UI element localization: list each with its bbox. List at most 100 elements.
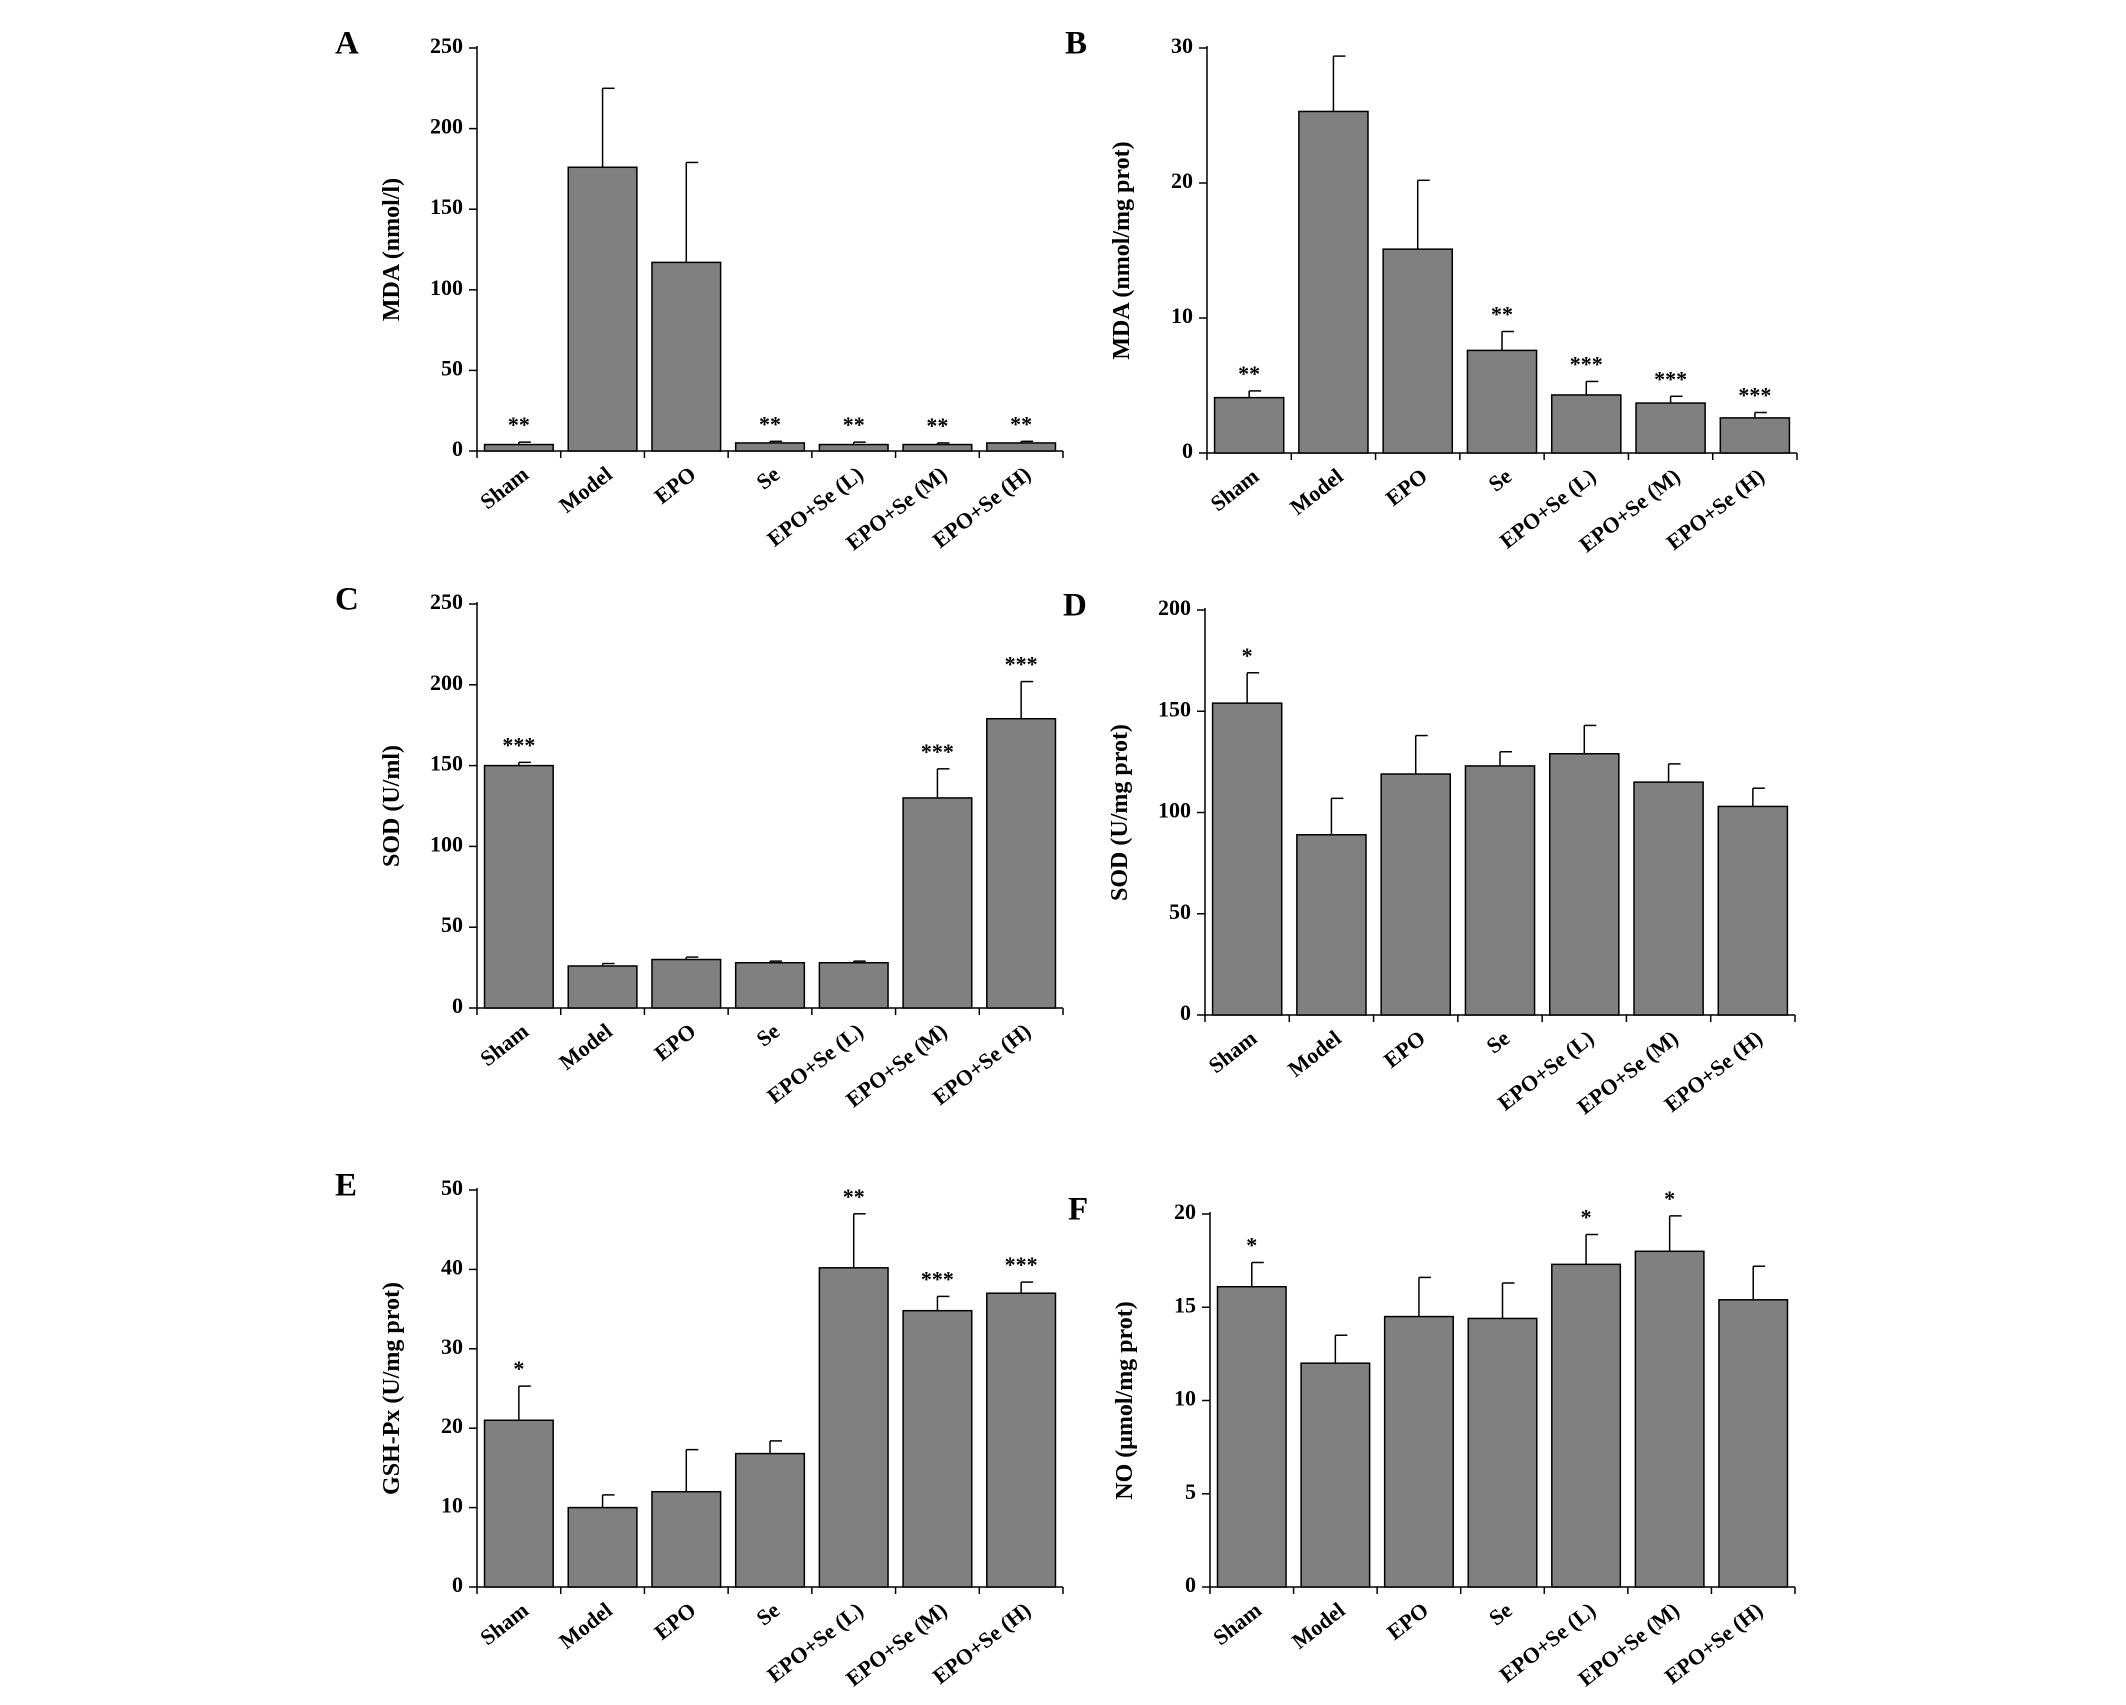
y-tick-label: 5 [1185, 1479, 1196, 1504]
y-axis-label: MDA (nmol/l) [379, 178, 405, 321]
x-tick-label: EPO [1382, 1597, 1433, 1645]
x-tick-label: Model [1283, 1025, 1346, 1082]
y-tick-label: 15 [1174, 1292, 1196, 1317]
significance: * [1581, 1205, 1592, 1230]
x-tick-label: EPO [1379, 1025, 1430, 1073]
x-tick-label: Model [1287, 1597, 1350, 1654]
bar [1466, 349, 1538, 454]
bar [651, 261, 722, 452]
x-tick-label: Model [554, 1597, 617, 1654]
significance: *** [921, 1266, 954, 1291]
y-tick-label: 100 [1158, 798, 1191, 823]
y-tick-label: 50 [1169, 899, 1191, 924]
bar [483, 1419, 554, 1588]
y-axis-label: GSH-Px (U/mg prot) [379, 1282, 405, 1495]
y-tick-label: 50 [441, 1175, 463, 1200]
significance: ** [1238, 361, 1260, 386]
bar [1719, 417, 1791, 454]
y-tick-label: 150 [1158, 696, 1191, 721]
significance: * [1664, 1186, 1675, 1211]
y-tick-label: 250 [430, 33, 463, 58]
bar [1298, 110, 1369, 454]
x-tick-label: EPO [649, 1018, 700, 1066]
bar [986, 442, 1057, 452]
bar [1300, 1362, 1371, 1588]
x-tick-label: Se [751, 1018, 784, 1051]
x-tick-label: Sham [475, 1597, 533, 1650]
panel-label: E [335, 1168, 357, 1204]
y-tick-label: 0 [1182, 438, 1193, 463]
y-tick-label: 10 [1171, 303, 1193, 328]
bar [1635, 402, 1706, 454]
bar [734, 1452, 806, 1588]
bar [1634, 1250, 1705, 1588]
x-tick-label: Model [1285, 463, 1348, 520]
bar [1216, 1285, 1287, 1588]
x-tick-label: Model [554, 461, 617, 518]
y-tick-label: 30 [1171, 33, 1193, 58]
y-tick-label: 200 [430, 670, 463, 695]
bar [818, 443, 889, 452]
x-tick-label: Sham [1204, 1025, 1262, 1078]
y-tick-label: 200 [1158, 595, 1191, 620]
bar [1550, 394, 1622, 454]
bar [818, 962, 889, 1009]
x-tick-label: EPO [649, 461, 700, 509]
significance: * [1246, 1232, 1257, 1257]
x-tick-label: Se [1481, 1025, 1514, 1058]
panel-label: B [1065, 26, 1087, 62]
bar [483, 764, 554, 1009]
y-tick-label: 100 [430, 275, 463, 300]
y-tick-label: 30 [441, 1334, 463, 1359]
significance: * [1242, 643, 1253, 668]
y-tick-label: 20 [1171, 168, 1193, 193]
y-tick-label: 50 [441, 355, 463, 380]
panel-label: C [335, 582, 359, 618]
bar [902, 1309, 973, 1588]
y-tick-label: 10 [1174, 1386, 1196, 1411]
y-tick-label: 150 [430, 194, 463, 219]
significance: *** [1654, 366, 1687, 391]
bar [1382, 248, 1454, 454]
y-tick-label: 0 [1185, 1572, 1196, 1597]
y-tick-label: 200 [430, 114, 463, 139]
x-tick-label: Sham [475, 461, 533, 514]
bar [483, 443, 554, 452]
y-tick-label: 0 [452, 1572, 463, 1597]
bar [1213, 396, 1285, 454]
bar [902, 797, 973, 1009]
significance: *** [1005, 1252, 1038, 1277]
significance: *** [502, 732, 535, 757]
bar [567, 1506, 638, 1588]
bar [567, 965, 638, 1009]
y-tick-label: 150 [430, 751, 463, 776]
y-tick-label: 50 [441, 912, 463, 937]
y-tick-label: 0 [452, 993, 463, 1018]
y-tick-label: 20 [1174, 1199, 1196, 1224]
bar [651, 1490, 722, 1588]
bar [902, 443, 973, 452]
y-tick-label: 100 [430, 831, 463, 856]
x-tick-label: Se [1483, 463, 1516, 496]
bar [1548, 753, 1620, 1016]
y-tick-label: 0 [1180, 1000, 1191, 1025]
x-tick-label: Se [751, 1597, 784, 1630]
bar [734, 962, 806, 1009]
y-tick-label: 10 [441, 1493, 463, 1518]
significance: *** [1738, 383, 1771, 408]
y-axis-label: NO (μmol/mg prot) [1112, 1301, 1138, 1499]
bar [1551, 1263, 1622, 1588]
x-tick-label: Model [554, 1018, 617, 1075]
bar [1717, 805, 1789, 1016]
bar [818, 1267, 889, 1588]
bar [734, 442, 806, 452]
y-tick-label: 250 [430, 589, 463, 614]
y-axis-label: SOD (U/ml) [379, 745, 405, 867]
bar [1633, 781, 1704, 1016]
x-tick-label: EPO [1381, 463, 1432, 511]
y-tick-label: 0 [452, 436, 463, 461]
panel-label: F [1068, 1192, 1088, 1228]
significance: ** [508, 412, 530, 437]
y-axis-label: MDA (nmol/mg prot) [1109, 141, 1135, 359]
